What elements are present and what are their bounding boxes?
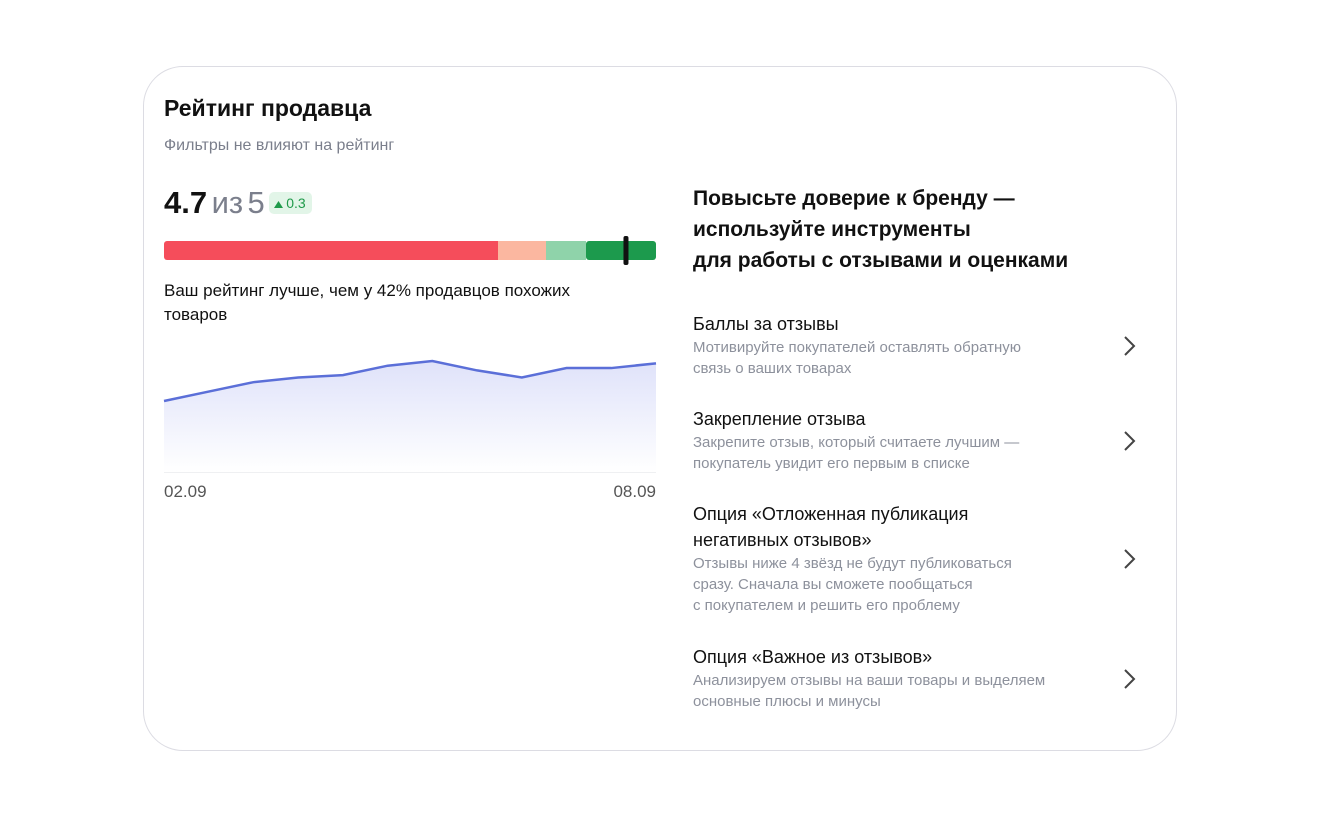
item-title: Опция «Отложенная публикация [693, 504, 969, 524]
change-value: 0.3 [286, 195, 306, 211]
item-description: Мотивируйте покупателей оставлять обратн… [693, 339, 1021, 356]
up-arrow [274, 201, 284, 208]
item-description: с покупателем и решить его проблему [693, 597, 960, 614]
area [164, 361, 656, 472]
card-title: Рейтинг продавца [164, 95, 372, 121]
chevrons [1124, 336, 1136, 689]
rating-change: 0.3 [269, 192, 312, 214]
item-description: покупатель увидит его первым в списке [693, 455, 970, 472]
comparison-text: Ваш рейтинг лучше, чем у 42% продавцов п… [164, 281, 570, 300]
item-description: связь о ваших товарах [693, 360, 852, 377]
rating-card [143, 66, 1177, 751]
promo-heading: используйте инструменты [693, 218, 971, 241]
rating-scale [164, 241, 656, 260]
item-title: Баллы за отзывы [693, 314, 839, 334]
item-title: Опция «Важное из отзывов» [693, 647, 933, 667]
item-description: сразу. Сначала вы сможете пообщаться [693, 576, 973, 593]
promo-heading: для работы с отзывами и оценками [693, 249, 1069, 272]
promo-heading: Повысьте доверие к бренду — [693, 187, 1015, 210]
rating-of: из [211, 185, 244, 220]
rating-value: 4.7 [164, 185, 208, 220]
rating-row: 4.7 из 5 0.3 [164, 185, 312, 221]
item-description: Отзывы ниже 4 звёзд не будут публиковать… [693, 555, 1012, 572]
item-description: основные плюсы и минусы [693, 693, 881, 710]
rating-marker [623, 236, 629, 265]
item-description: Анализируем отзывы на ваши товары и выде… [693, 672, 1046, 689]
line [163, 359, 657, 403]
item-title: негативных отзывов» [693, 530, 872, 550]
x-end: 08.09 [613, 482, 656, 501]
comparison-text: товаров [164, 305, 228, 324]
x-start: 02.09 [164, 482, 207, 501]
item-description: Закрепите отзыв, который считаете лучшим… [693, 434, 1020, 451]
item-title: Закрепление отзыва [693, 409, 866, 429]
rating-max: 5 [247, 185, 265, 220]
card-subtitle: Фильтры не влияют на рейтинг [164, 137, 395, 154]
